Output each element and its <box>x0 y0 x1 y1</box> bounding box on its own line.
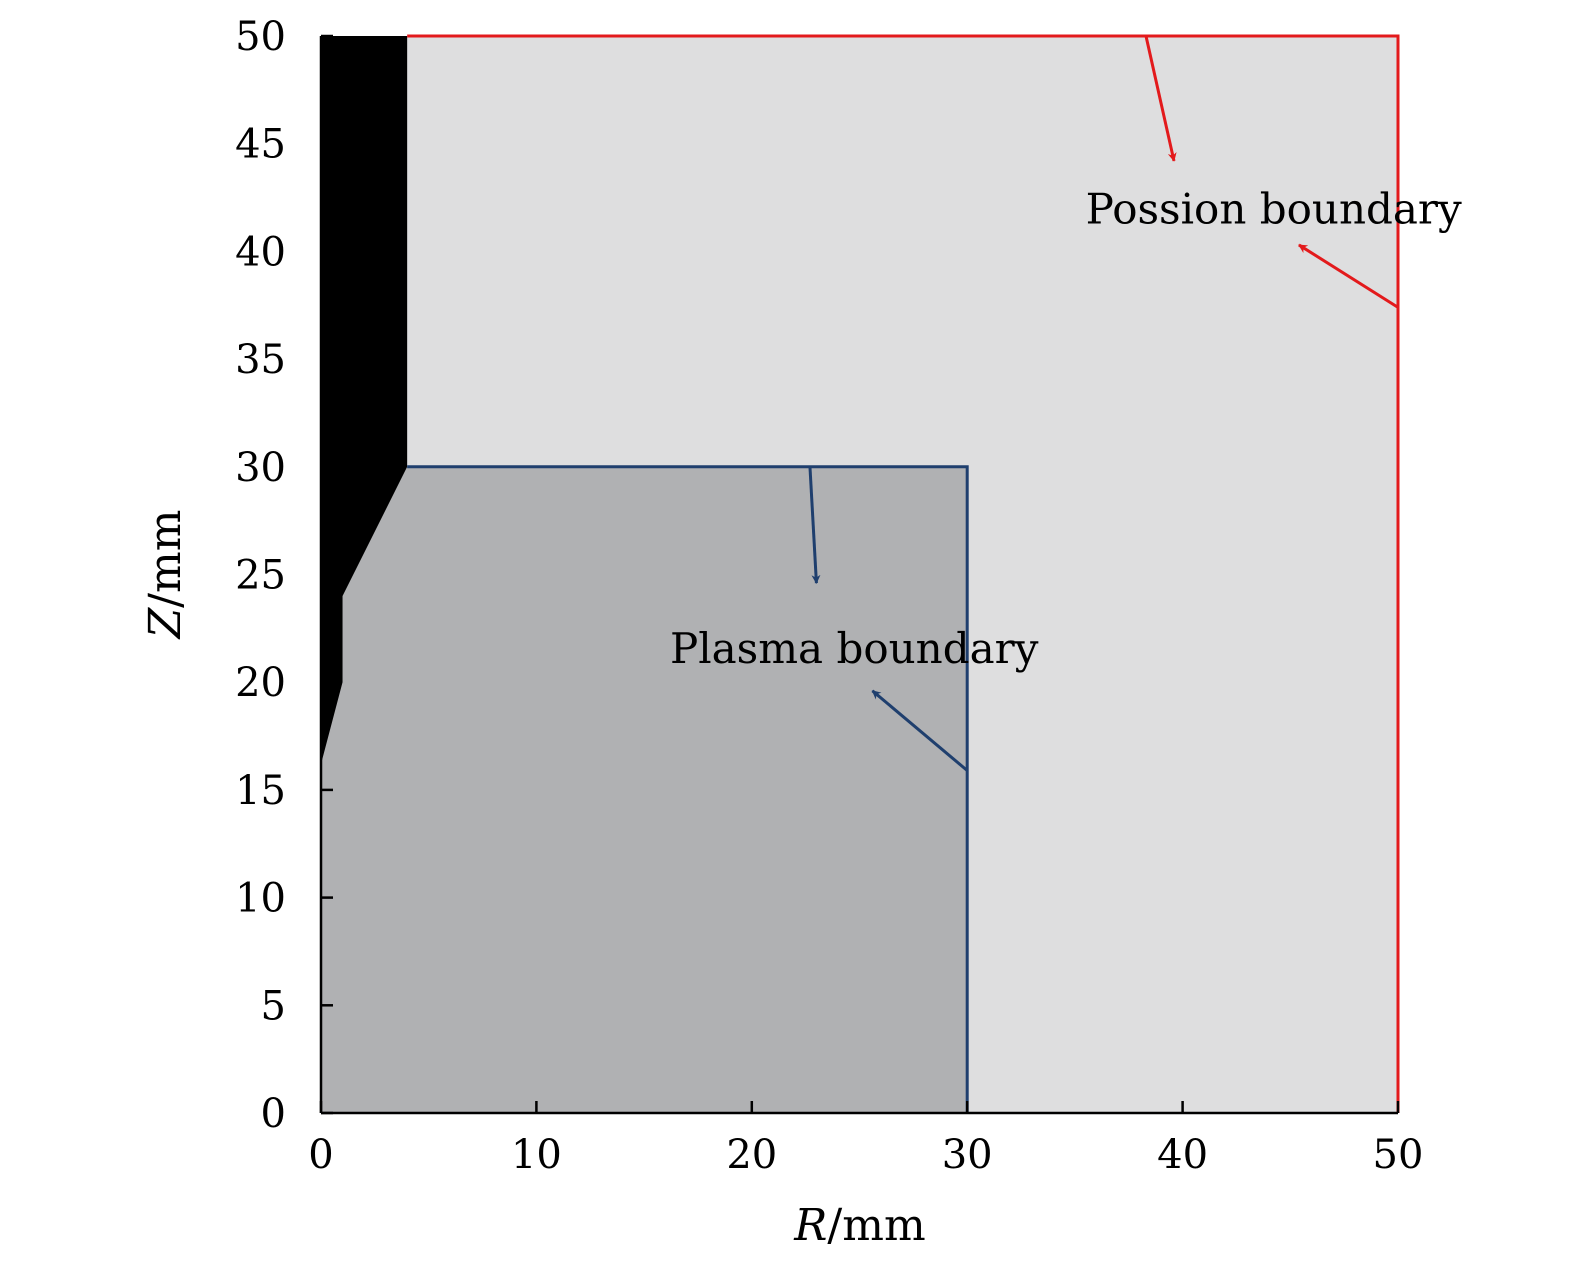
annotation-group: Possion boundary <box>1086 35 1462 309</box>
x-tick-label: 50 <box>1373 1132 1424 1178</box>
x-tick-label: 40 <box>1157 1132 1208 1178</box>
y-tick-label: 10 <box>235 876 286 922</box>
y-axis-title: Z/mm <box>140 510 191 641</box>
y-tick-label: 0 <box>261 1091 286 1137</box>
y-tick-label: 50 <box>235 14 286 60</box>
y-tick-label: 5 <box>261 983 286 1029</box>
x-tick-label: 20 <box>726 1132 777 1178</box>
x-axis-title: R/mm <box>793 1200 925 1251</box>
y-axis-ticks: 0 5 10 15 20 25 30 35 40 45 50 <box>235 14 333 1137</box>
annotation-arrow <box>871 689 969 772</box>
y-tick-label: 25 <box>235 553 286 599</box>
plasma-boundary-line <box>407 465 969 1113</box>
x-tick-label: 10 <box>511 1132 562 1178</box>
y-tick-label: 35 <box>235 337 286 383</box>
x-tick-label: 0 <box>308 1132 333 1178</box>
annotation-group: Plasma boundary <box>670 466 1039 772</box>
y-axis-title-unit: /mm <box>140 510 191 608</box>
y-tick-label: 15 <box>235 768 286 814</box>
electrode-region <box>321 36 408 765</box>
x-axis-title-unit: /mm <box>827 1200 925 1251</box>
y-axis-title-variable: Z <box>140 606 191 640</box>
x-axis-title-variable: R <box>793 1200 827 1251</box>
annotation-label: Plasma boundary <box>670 624 1039 673</box>
y-tick-label: 30 <box>235 445 286 491</box>
plot-area <box>321 34 1400 1113</box>
plasma-domain-region <box>321 466 968 1113</box>
annotation-label: Possion boundary <box>1086 184 1462 233</box>
y-tick-label: 20 <box>235 660 286 706</box>
annotations: Possion boundary Plasma boundary <box>670 35 1462 772</box>
y-tick-label: 45 <box>235 122 286 168</box>
poisson-boundary-line <box>407 34 1400 1113</box>
annotation-arrow <box>1298 243 1399 309</box>
annotation-arrow <box>808 466 821 585</box>
x-tick-label: 30 <box>942 1132 993 1178</box>
annotation-arrow <box>1144 35 1177 162</box>
x-axis-ticks: 0 10 20 30 40 50 <box>308 1101 1423 1178</box>
y-tick-label: 40 <box>235 229 286 275</box>
